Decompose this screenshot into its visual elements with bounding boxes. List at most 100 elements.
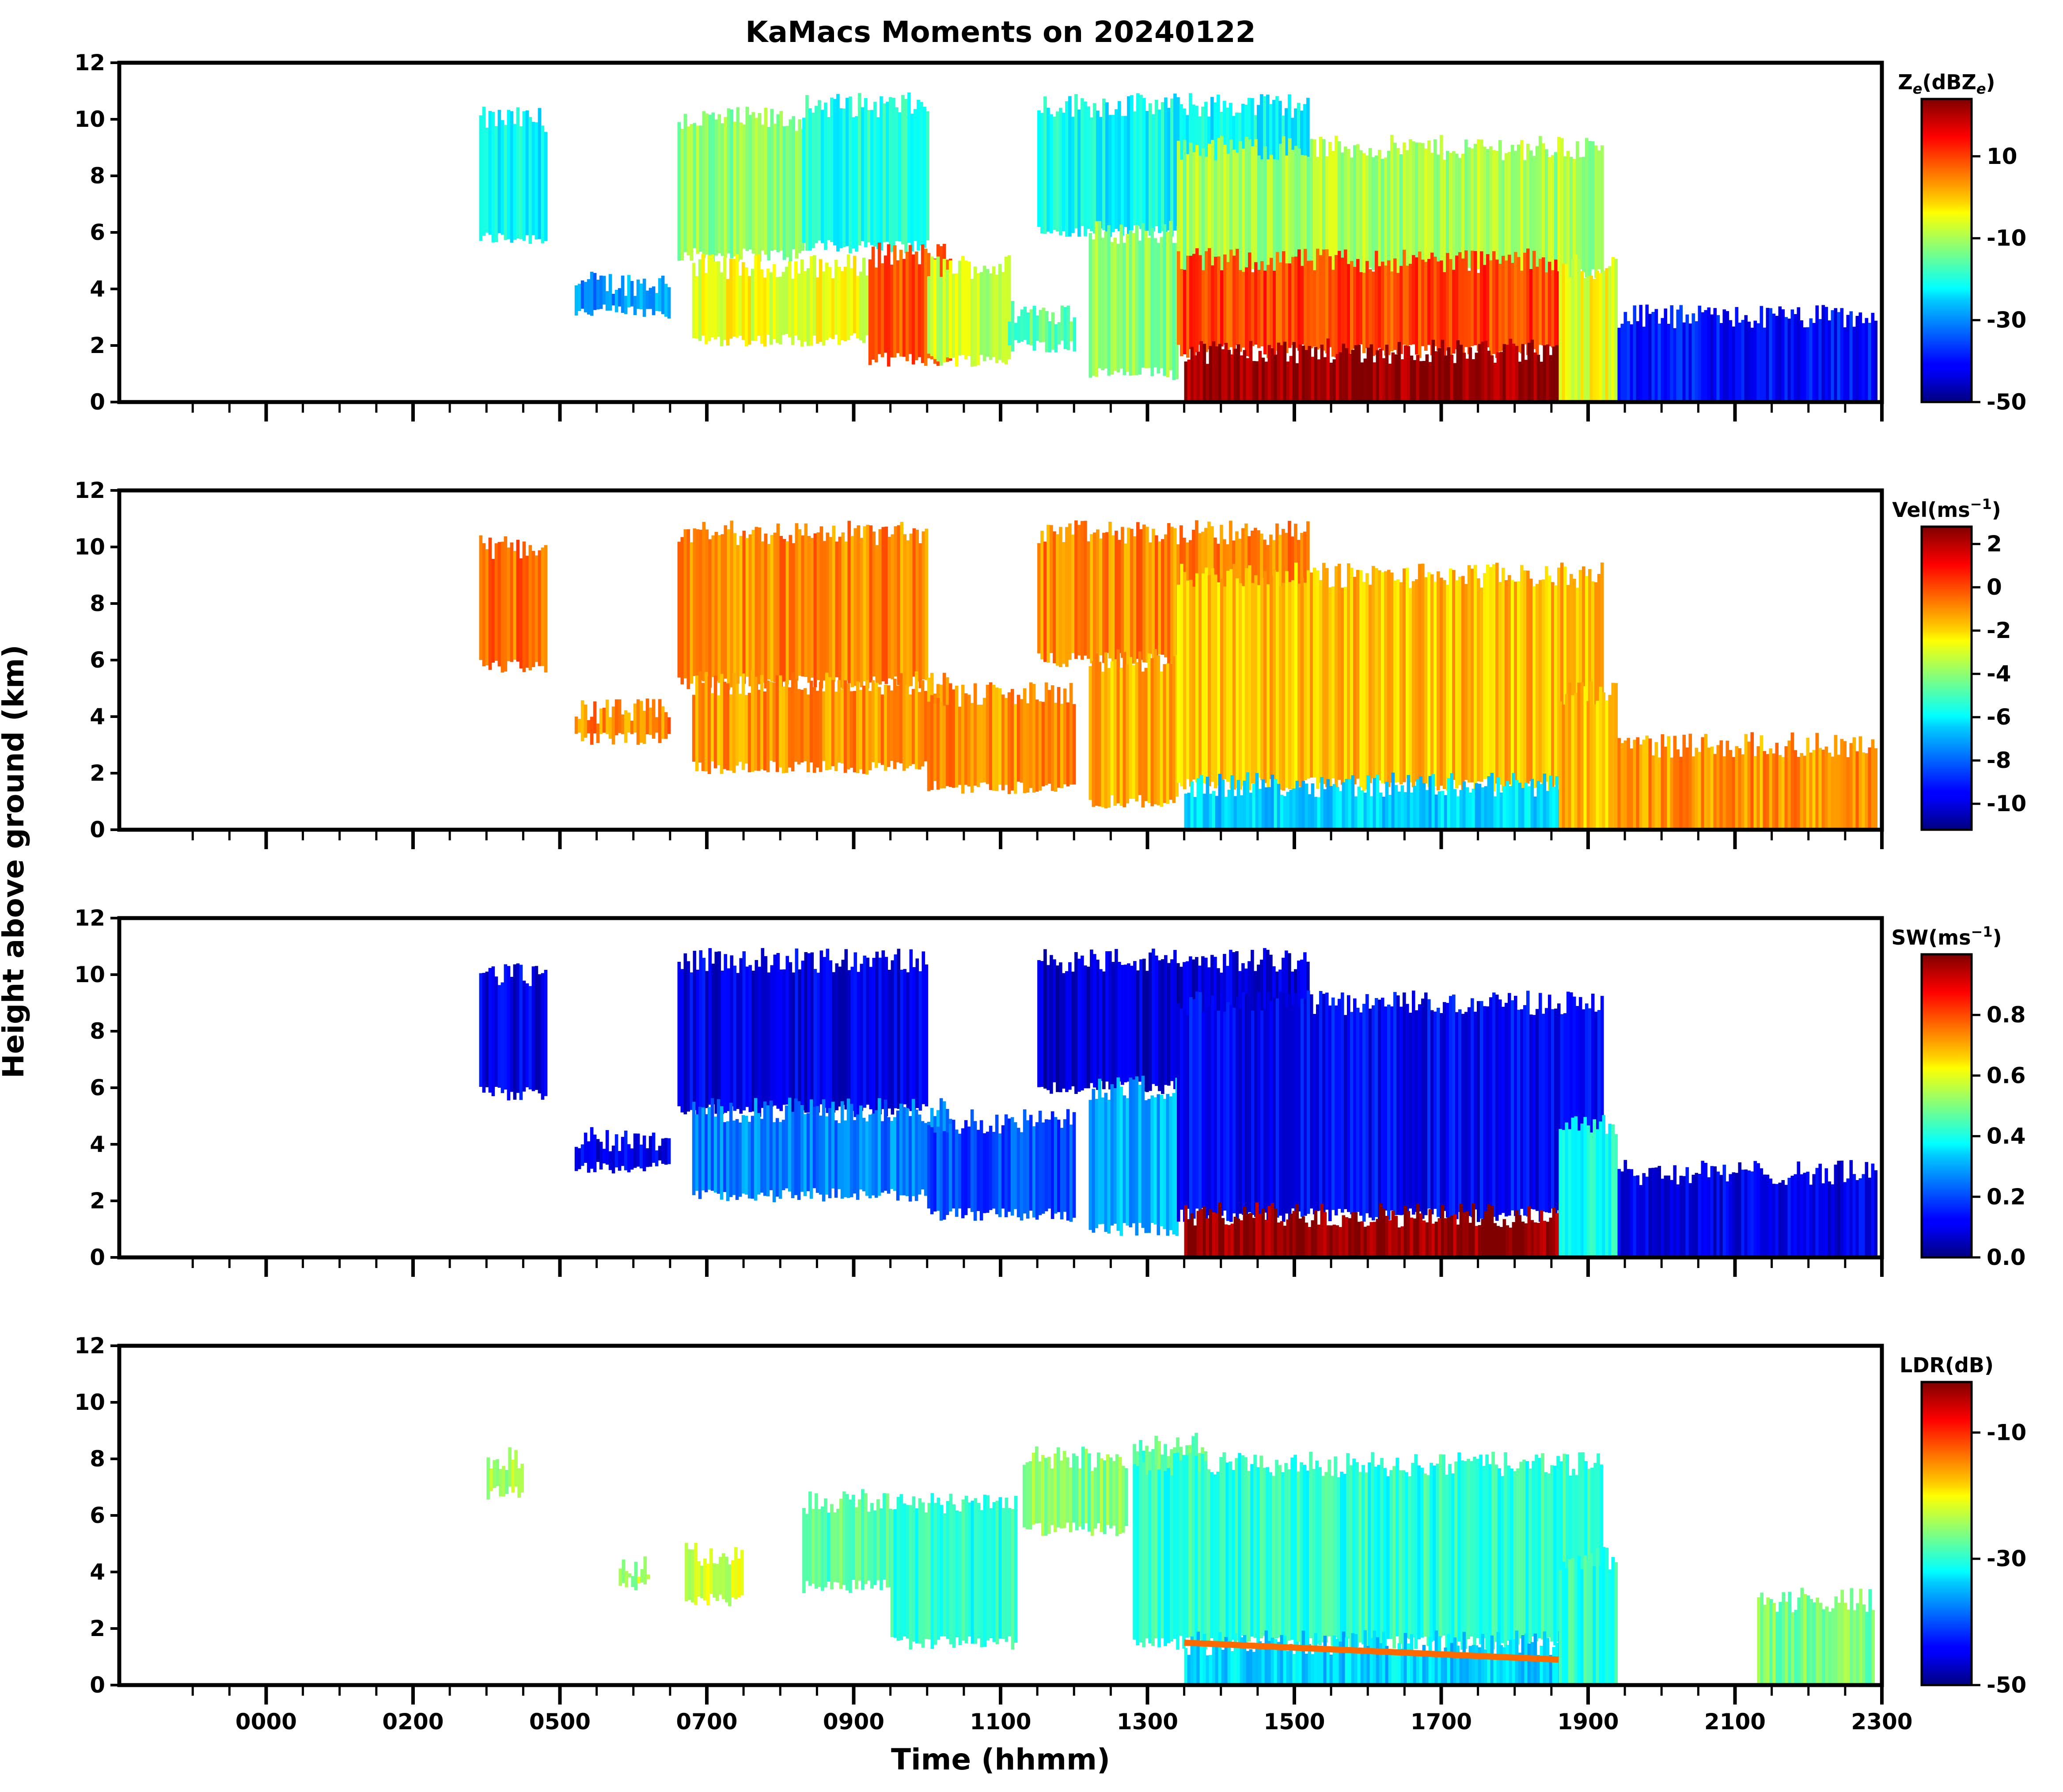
ze-streak (904, 99, 908, 254)
vel-streak (1487, 776, 1491, 830)
sw-streak (1382, 1208, 1386, 1257)
ldr-streak (1317, 1646, 1321, 1685)
sw-streak (1069, 1124, 1073, 1222)
ze-streak (1313, 139, 1316, 278)
vel-streak (896, 686, 900, 763)
ldr-streak (1369, 1638, 1373, 1685)
ze-streak (976, 273, 980, 365)
ldr-streak (1167, 1468, 1170, 1643)
sw-streak (1498, 999, 1502, 1215)
ldr-streak (955, 1510, 959, 1637)
ldr-streak (1274, 1639, 1278, 1685)
sw-streak (1010, 1117, 1014, 1216)
vel-streak (1142, 524, 1146, 663)
sw-streak (1301, 1216, 1305, 1257)
ze-streak (1260, 261, 1264, 346)
vel-streak (967, 695, 971, 787)
vel-streak (1570, 574, 1573, 789)
ldr-streak (1540, 1646, 1543, 1685)
ldr-streak (1241, 1455, 1244, 1636)
ze-cloud-region (574, 272, 671, 319)
ze-y-tick-label: 0 (90, 389, 105, 415)
sw-streak (856, 1114, 860, 1200)
ldr-streak (1084, 1448, 1088, 1523)
ze-streak (1520, 140, 1524, 277)
ze-colorbar-tick-label: -50 (1987, 389, 2026, 415)
sw-streak (1314, 1210, 1318, 1257)
vel-streak (894, 526, 898, 676)
sw-streak (704, 1114, 708, 1192)
ze-streak (1599, 273, 1603, 402)
sw-streak (1591, 994, 1595, 1210)
ze-streak (1351, 350, 1355, 402)
ldr-streak (1201, 1454, 1204, 1646)
ldr-streak (1361, 1465, 1365, 1644)
ze-streak (764, 108, 768, 255)
vel-streak (747, 693, 751, 772)
sw-streak (1249, 1213, 1253, 1257)
vel-streak (1170, 527, 1174, 663)
ldr-streak (1437, 1636, 1441, 1685)
sw-streak (1329, 1225, 1333, 1257)
ze-streak (1437, 155, 1440, 270)
vel-streak (788, 687, 792, 768)
sw-streak (1041, 1122, 1045, 1214)
ze-streak (1536, 146, 1539, 269)
ze-streak (1245, 137, 1248, 273)
sw-streak (979, 1120, 983, 1221)
sw-streak (726, 1121, 730, 1201)
y-axis-label: Height above ground (km) (0, 645, 30, 1078)
sw-streak (868, 1114, 872, 1199)
vel-streak (1202, 793, 1206, 830)
ze-streak (773, 124, 777, 250)
ze-streak (1400, 359, 1404, 402)
sw-y-tick-label: 8 (90, 1018, 105, 1044)
vel-streak (1328, 587, 1332, 791)
ze-streak (1412, 141, 1415, 277)
ldr-streak (1363, 1630, 1367, 1685)
ze-streak (1409, 264, 1412, 345)
ze-streak (1192, 152, 1196, 281)
ze-streak (1828, 320, 1832, 402)
vel-streak (1077, 525, 1081, 656)
vel-streak (1529, 578, 1533, 782)
ze-streak (1105, 102, 1109, 234)
ze-streak (1057, 322, 1061, 345)
ze-cloud-region (1559, 254, 1618, 402)
ze-streak (1279, 144, 1282, 277)
sw-streak (1563, 1013, 1567, 1210)
sw-cloud-region (1184, 1203, 1562, 1257)
ldr-streak (1499, 1645, 1503, 1685)
vel-streak (1555, 776, 1559, 830)
vel-streak (510, 542, 514, 662)
ldr-streak (1459, 1653, 1463, 1685)
sw-streak (1437, 1218, 1441, 1257)
sw-streak (1257, 992, 1261, 1219)
vel-streak (1230, 775, 1234, 830)
ldr-streak (915, 1508, 919, 1644)
sw-streak (1283, 1226, 1287, 1257)
ldr-streak (1244, 1457, 1248, 1644)
sw-streak (596, 1139, 600, 1162)
ze-streak (1475, 353, 1479, 402)
ze-cloud-region (927, 255, 1011, 367)
ldr-streak (725, 1557, 728, 1602)
sw-streak (1215, 1213, 1219, 1257)
ldr-streak (1093, 1467, 1097, 1529)
ze-streak (815, 277, 819, 344)
ze-streak (1399, 266, 1403, 354)
ze-streak (751, 269, 755, 341)
sw-streak (884, 957, 888, 1116)
ze-streak (686, 126, 690, 256)
vel-streak (1412, 581, 1415, 787)
sw-streak (1846, 1178, 1850, 1257)
vel-streak (1211, 568, 1214, 782)
sw-streak (686, 961, 690, 1112)
ldr-streak (1447, 1634, 1451, 1685)
ze-streak (1053, 117, 1056, 230)
vel-streak (803, 688, 807, 761)
sw-streak (1747, 1170, 1751, 1257)
sw-streak (1251, 1010, 1255, 1215)
ze-streak (1313, 270, 1316, 347)
sw-streak (1524, 1223, 1528, 1257)
